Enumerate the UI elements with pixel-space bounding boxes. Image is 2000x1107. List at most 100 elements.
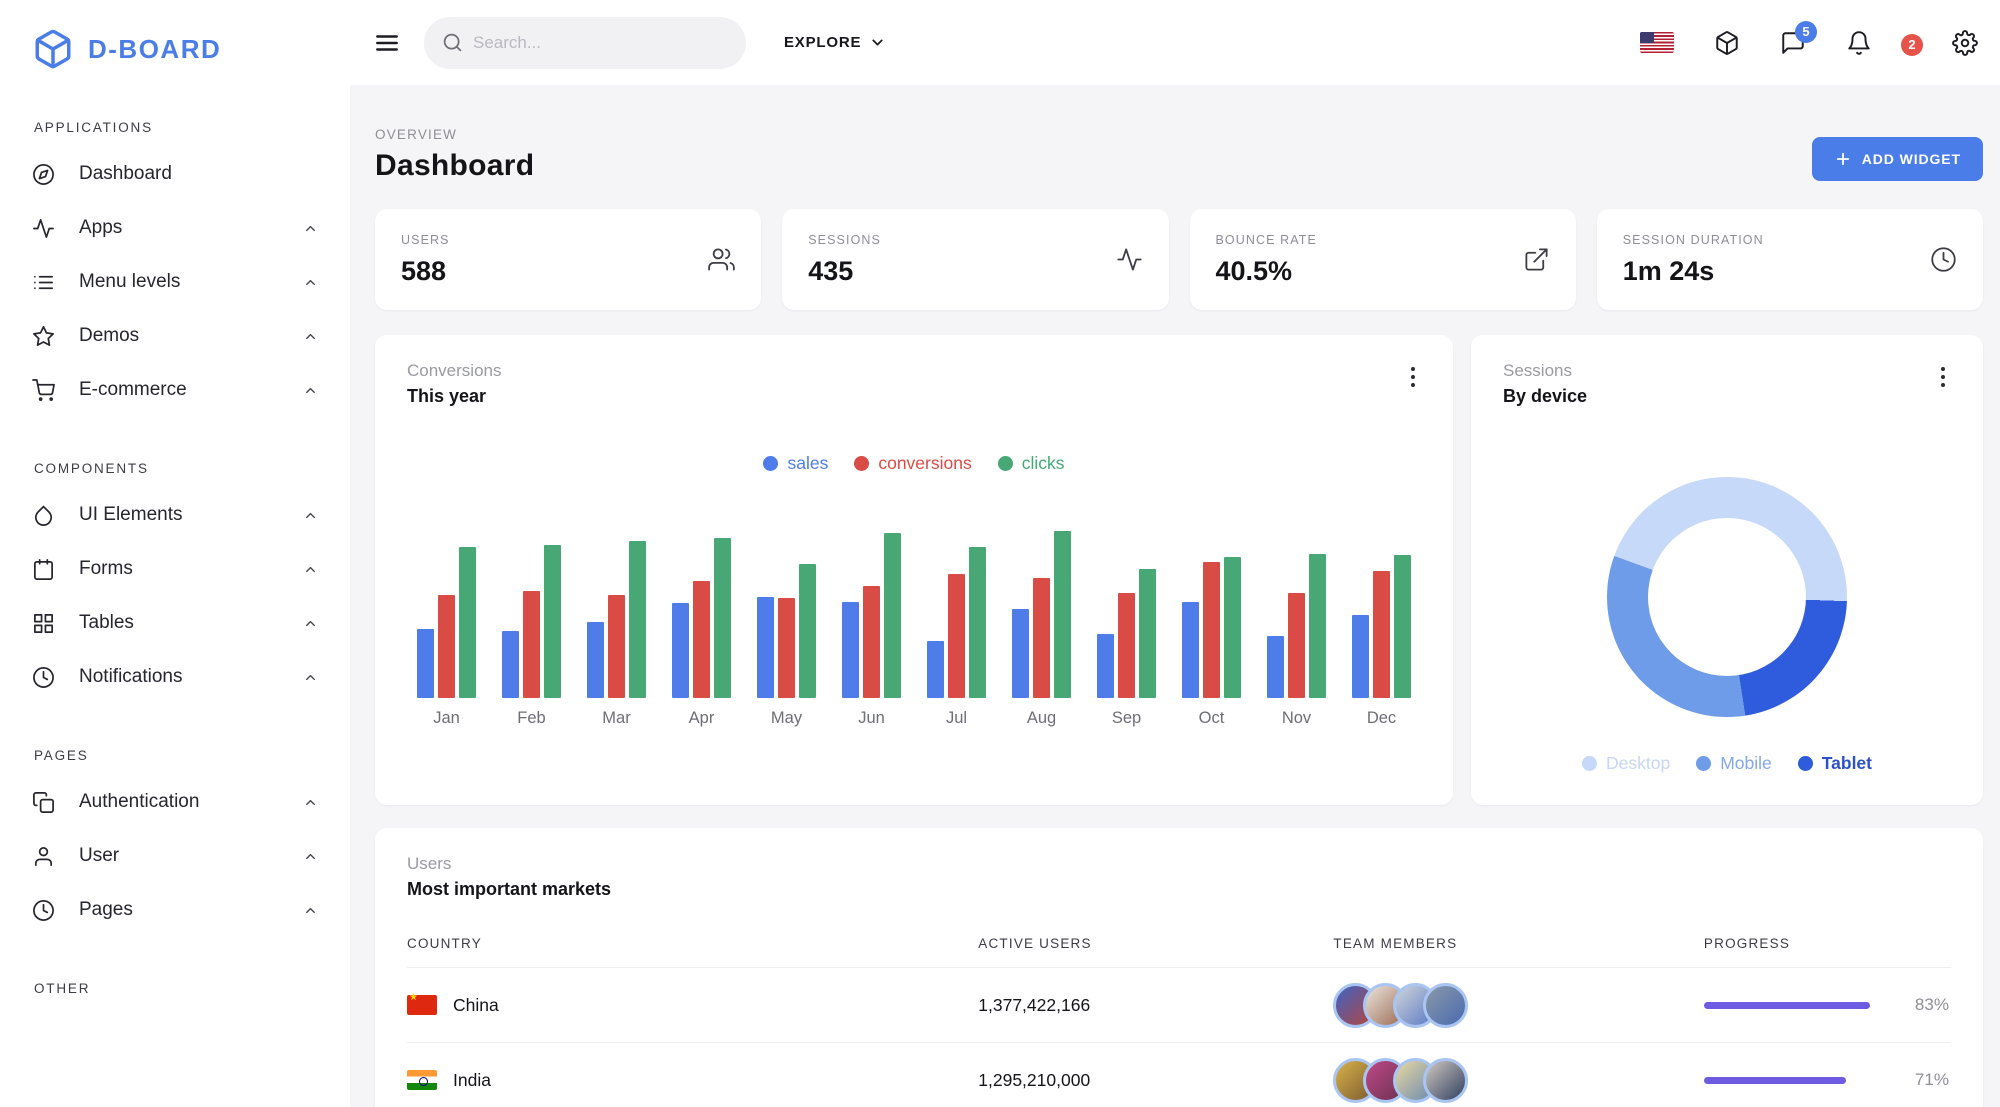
search-input[interactable] [473, 32, 728, 53]
bar-sales-mar[interactable] [587, 622, 604, 698]
sidebar-item-authentication[interactable]: Authentication [32, 775, 324, 829]
sidebar-item-forms[interactable]: Forms [32, 542, 324, 596]
bar-sales-aug[interactable] [1012, 609, 1029, 698]
bar-clicks-aug[interactable] [1054, 531, 1071, 698]
sidebar-item-e-commerce[interactable]: E-commerce [32, 363, 324, 417]
bar-conversions-sep[interactable] [1118, 593, 1135, 698]
settings-button[interactable] [1952, 29, 1978, 56]
team-member-avatar[interactable] [1423, 982, 1469, 1028]
legend-dot [854, 456, 870, 471]
search-bar[interactable] [424, 16, 746, 69]
bar-conversions-apr[interactable] [693, 581, 710, 698]
bar-clicks-nov[interactable] [1309, 554, 1326, 698]
legend-item-sales[interactable]: sales [763, 453, 828, 474]
team-member-avatar[interactable] [1423, 1057, 1469, 1103]
sidebar-item-user[interactable]: User [32, 829, 324, 883]
more-options-button[interactable] [1405, 361, 1421, 393]
sidebar-item-pages[interactable]: Pages [32, 883, 324, 937]
table-row-china[interactable]: China 1,377,422,166 83% [407, 968, 1951, 1043]
bar-clicks-may[interactable] [799, 564, 816, 698]
bar-sales-jan[interactable] [417, 629, 434, 698]
explore-label: EXPLORE [784, 34, 862, 51]
compass-icon [33, 163, 54, 185]
bar-conversions-aug[interactable] [1033, 578, 1050, 698]
bar-conversions-jul[interactable] [948, 574, 965, 698]
bar-sales-dec[interactable] [1352, 615, 1369, 698]
stat-label: USERS [401, 232, 450, 247]
droplet-icon [35, 505, 52, 526]
bar-group-jan: Jan [417, 526, 476, 728]
bar-clicks-mar[interactable] [629, 541, 646, 698]
sidebar-item-label: UI Elements [79, 504, 183, 525]
bar-conversions-nov[interactable] [1288, 593, 1305, 698]
x-axis-label: Nov [1281, 709, 1312, 727]
more-options-button[interactable] [1935, 361, 1951, 393]
calendar-icon [34, 558, 53, 580]
explore-dropdown[interactable]: EXPLORE [784, 34, 886, 51]
bar-sales-sep[interactable] [1097, 634, 1114, 698]
bar-group-mar: Mar [587, 526, 646, 728]
bar-sales-nov[interactable] [1267, 636, 1284, 698]
bar-chart: Jan Feb Mar Apr May Jun Jul Aug Sep Oct Nov Dec [417, 526, 1411, 728]
logo[interactable]: D-BOARD [32, 22, 324, 76]
bar-sales-may[interactable] [757, 597, 774, 698]
legend-item-desktop[interactable]: Desktop [1581, 753, 1670, 774]
legend-item-mobile[interactable]: Mobile [1696, 753, 1772, 774]
legend-item-conversions[interactable]: conversions [854, 453, 972, 474]
bar-conversions-dec[interactable] [1373, 571, 1390, 698]
sidebar-item-apps[interactable]: Apps [32, 201, 324, 255]
bar-clicks-apr[interactable] [714, 538, 731, 698]
bar-sales-feb[interactable] [502, 631, 519, 698]
sidebar-item-menu-levels[interactable]: Menu levels [32, 255, 324, 309]
progress-bar [1703, 1001, 1904, 1009]
sidebar-item-notifications[interactable]: Notifications [32, 650, 324, 704]
bar-clicks-jan[interactable] [459, 547, 476, 698]
gear-icon [1952, 29, 1978, 56]
bar-group-aug: Aug [1012, 526, 1071, 728]
bar-sales-apr[interactable] [672, 603, 689, 698]
bar-clicks-jul[interactable] [969, 547, 986, 698]
bar-conversions-oct[interactable] [1203, 562, 1220, 698]
table-row-india[interactable]: India 1,295,210,000 71% [407, 1043, 1951, 1107]
language-flag-icon[interactable] [1640, 32, 1674, 53]
legend-item-tablet[interactable]: Tablet [1797, 753, 1872, 774]
add-widget-button[interactable]: ADD WIDGET [1811, 137, 1983, 181]
external-link-icon [1525, 248, 1548, 271]
sidebar-item-ui-elements[interactable]: UI Elements [32, 488, 324, 542]
chevron-up-icon [306, 512, 315, 518]
topbar-actions: 5 2 [1640, 20, 1978, 56]
hamburger-menu-button[interactable] [374, 30, 400, 56]
bar-clicks-dec[interactable] [1394, 555, 1411, 698]
users-markets-card: Users Most important markets COUNTRY ACT… [375, 828, 1983, 1107]
bar-clicks-oct[interactable] [1224, 557, 1241, 698]
table-header: COUNTRY ACTIVE USERS TEAM MEMBERS PROGRE… [407, 936, 1951, 968]
apps-box-button[interactable] [1714, 30, 1740, 56]
sidebar-item-tables[interactable]: Tables [32, 596, 324, 650]
bar-conversions-mar[interactable] [608, 595, 625, 698]
sidebar-item-demos[interactable]: Demos [32, 309, 324, 363]
stat-label: SESSIONS [808, 232, 881, 247]
bar-clicks-jun[interactable] [884, 533, 901, 698]
box-icon [1716, 30, 1738, 55]
column-header-team-members: TEAM MEMBERS [1333, 936, 1458, 951]
bar-conversions-jan[interactable] [438, 595, 455, 698]
progress-percent: 83% [1914, 995, 1949, 1014]
bar-sales-oct[interactable] [1182, 602, 1199, 698]
card-title: Conversions [407, 361, 502, 380]
bar-group-jun: Jun [842, 526, 901, 728]
bar-conversions-may[interactable] [778, 598, 795, 698]
legend-item-clicks[interactable]: clicks [997, 453, 1065, 474]
sidebar-nav: APPLICATIONS Dashboard Apps Menu levels Demo… [32, 120, 324, 996]
chevron-down-icon [872, 39, 883, 46]
bar-clicks-feb[interactable] [544, 545, 561, 698]
notifications-button[interactable] [1846, 30, 1872, 56]
bar-sales-jul[interactable] [927, 641, 944, 698]
card-subtitle: By device [1503, 386, 1588, 406]
stat-card-sessions: SESSIONS 435 [782, 209, 1169, 310]
bar-sales-jun[interactable] [842, 602, 859, 698]
sidebar-item-dashboard[interactable]: Dashboard [32, 147, 324, 201]
bar-conversions-feb[interactable] [523, 591, 540, 698]
bar-clicks-sep[interactable] [1139, 569, 1156, 698]
bar-conversions-jun[interactable] [863, 586, 880, 698]
clock-icon [1931, 247, 1956, 272]
